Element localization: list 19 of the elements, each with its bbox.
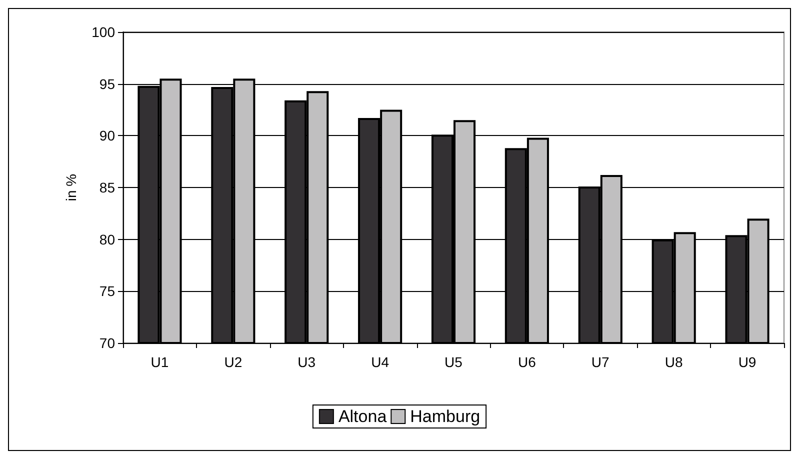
legend-label: Altona [338,407,388,426]
y-axis-title: in % [63,174,79,202]
y-tick-label: 100 [92,24,116,40]
y-tick-label: 70 [99,335,116,351]
y-tick-label: 80 [99,231,116,248]
x-tick-label: U8 [664,354,683,370]
x-tick-label: U2 [224,354,242,370]
legend-label: Hamburg [410,407,480,426]
x-tick-label: U9 [738,354,756,370]
y-tick-label: 90 [99,128,116,144]
x-tick-label: U5 [444,354,463,370]
y-tick-label: 85 [99,180,116,196]
x-tick-label: U3 [298,354,316,370]
y-tick-label: 75 [99,283,116,300]
y-tick-label: 95 [99,76,116,92]
x-tick-label: U6 [518,354,536,370]
x-tick-label: U4 [371,354,390,370]
x-tick-label: U7 [591,354,610,370]
x-tick-label: U1 [150,354,169,370]
